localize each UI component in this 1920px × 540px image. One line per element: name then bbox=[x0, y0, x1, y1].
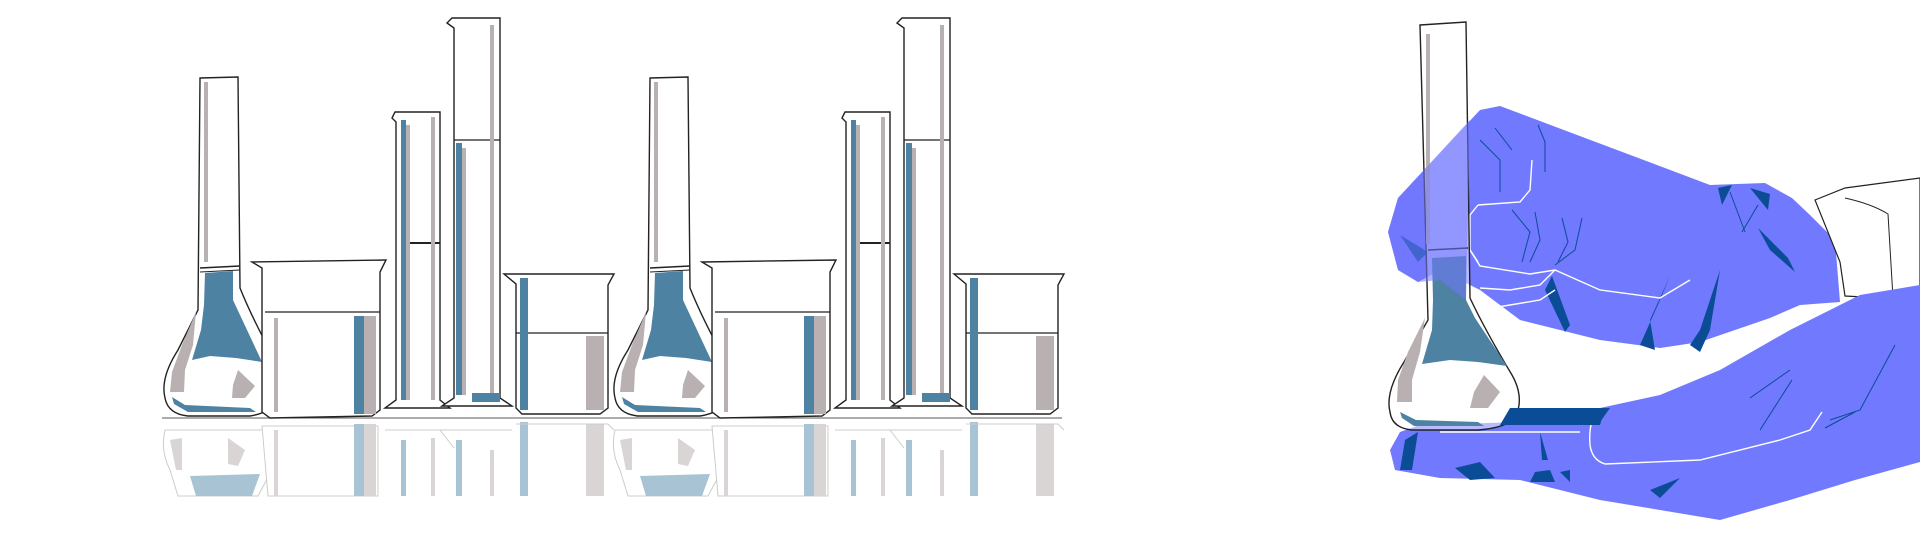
glassware-group-left bbox=[161, 17, 615, 497]
glassware-group-right bbox=[611, 17, 1065, 497]
gloved-hand-icon bbox=[1388, 106, 1920, 520]
volumetric-flask-icon bbox=[1388, 21, 1605, 431]
